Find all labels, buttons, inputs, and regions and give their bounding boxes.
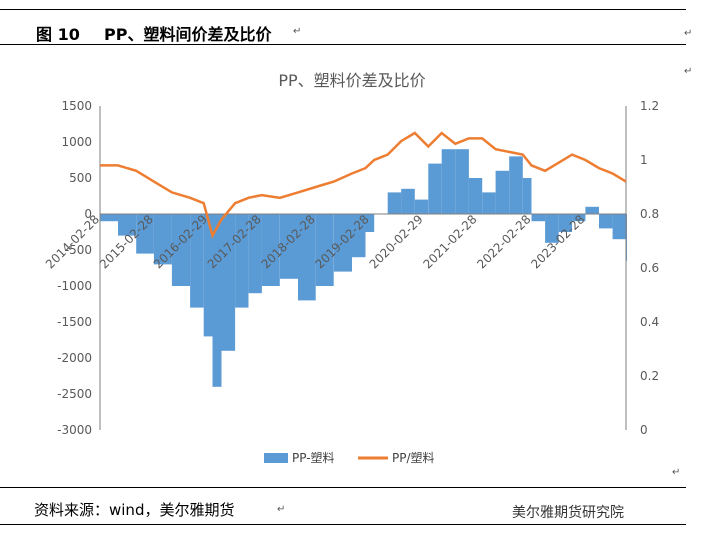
spread-bar bbox=[428, 163, 442, 214]
spread-bar bbox=[414, 199, 429, 214]
spread-bar bbox=[387, 192, 402, 214]
y-left-tick-label: -3000 bbox=[57, 423, 92, 437]
paragraph-mark: ↵ bbox=[277, 504, 286, 515]
axes bbox=[99, 106, 627, 430]
spread-bar bbox=[203, 214, 213, 337]
spread-bar bbox=[351, 214, 366, 258]
spread-bar bbox=[455, 149, 469, 214]
spread-bar bbox=[545, 214, 559, 243]
y-right-tick-label: 0.8 bbox=[640, 207, 659, 221]
spread-bar bbox=[333, 214, 352, 272]
bottom-rule bbox=[0, 524, 686, 525]
legend-label-spread: PP-塑料 bbox=[292, 450, 335, 465]
y-left-tick-label: 1500 bbox=[61, 99, 92, 113]
y-right-tick-label: 0.2 bbox=[640, 369, 659, 383]
spread-bar bbox=[585, 206, 599, 214]
spread-bars bbox=[100, 149, 627, 387]
y-right-tick-label: 1.2 bbox=[640, 99, 659, 113]
source-note: 资料来源：wind，美尔雅期货 bbox=[34, 501, 235, 519]
paragraph-mark: ↵ bbox=[684, 28, 693, 39]
figure-number: 图 10 bbox=[36, 25, 80, 44]
spread-bar bbox=[572, 214, 586, 222]
y-left-tick-label: -1500 bbox=[57, 315, 92, 329]
paragraph-mark: ↵ bbox=[293, 26, 302, 37]
y-left-tick-label: -2500 bbox=[57, 387, 92, 401]
spread-bar bbox=[212, 214, 222, 387]
paragraph-mark: ↵ bbox=[672, 467, 681, 478]
spread-bar bbox=[190, 214, 204, 308]
spread-bar bbox=[315, 214, 334, 286]
legend-label-ratio: PP/塑料 bbox=[392, 450, 435, 465]
spread-bar bbox=[100, 214, 118, 222]
spread-bar bbox=[495, 170, 510, 214]
spread-bar bbox=[153, 214, 172, 265]
spread-bar bbox=[401, 188, 415, 214]
paragraph-mark: ↵ bbox=[684, 66, 693, 77]
y-left-tick-label: -500 bbox=[65, 243, 92, 257]
top-rule bbox=[0, 9, 686, 10]
ratio-line bbox=[100, 131, 627, 239]
spread-bar bbox=[531, 214, 546, 222]
y-right-tick-label: 0 bbox=[640, 423, 648, 437]
spread-bar bbox=[482, 192, 496, 214]
chart-title: PP、塑料价差及比价 bbox=[278, 71, 425, 90]
x-tick-label: 2021-02-28 bbox=[420, 212, 479, 271]
spread-bar bbox=[509, 156, 523, 214]
legend: PP-塑料 PP/塑料 bbox=[264, 450, 435, 465]
spread-bar bbox=[298, 214, 316, 301]
y-left-tick-label: 1000 bbox=[61, 135, 92, 149]
source-rule bbox=[0, 487, 686, 488]
figure-title: PP、塑料间价差及比价 bbox=[104, 25, 272, 44]
spread-bar bbox=[468, 178, 483, 214]
spread-bar bbox=[235, 214, 249, 308]
watermark: 美尔雅期货研究院 bbox=[512, 505, 624, 521]
spread-bar bbox=[118, 214, 137, 236]
y-right-tick-label: 0.6 bbox=[640, 261, 659, 275]
y-left-tick-label: -2000 bbox=[57, 351, 92, 365]
x-tick-label: 2014-02-28 bbox=[43, 212, 102, 271]
y-right-tick-label: 0.4 bbox=[640, 315, 659, 329]
spread-bar bbox=[261, 214, 280, 286]
spread-bar bbox=[279, 214, 299, 279]
spread-bar bbox=[248, 214, 262, 294]
spread-bar bbox=[558, 214, 573, 232]
y-left-tick-label: 500 bbox=[69, 171, 92, 185]
spread-bar bbox=[612, 214, 626, 240]
ratio-series-line bbox=[100, 131, 627, 239]
spread-bar bbox=[221, 214, 236, 351]
spread-bar bbox=[365, 214, 375, 232]
y-right-tick-label: 1 bbox=[640, 153, 648, 167]
spread-bar bbox=[171, 214, 191, 286]
legend-swatch-spread bbox=[264, 453, 288, 463]
x-tick-label: 2022-02-28 bbox=[474, 212, 533, 271]
title-rule bbox=[0, 44, 686, 45]
spread-bar bbox=[441, 149, 456, 214]
x-tick-label: 2020-02-29 bbox=[367, 212, 426, 271]
spread-bar bbox=[522, 178, 532, 214]
y-left-tick-label: -1000 bbox=[57, 279, 92, 293]
spread-bar bbox=[136, 214, 154, 254]
y-left-tick-label: 0 bbox=[84, 207, 92, 221]
spread-bar bbox=[599, 214, 613, 229]
